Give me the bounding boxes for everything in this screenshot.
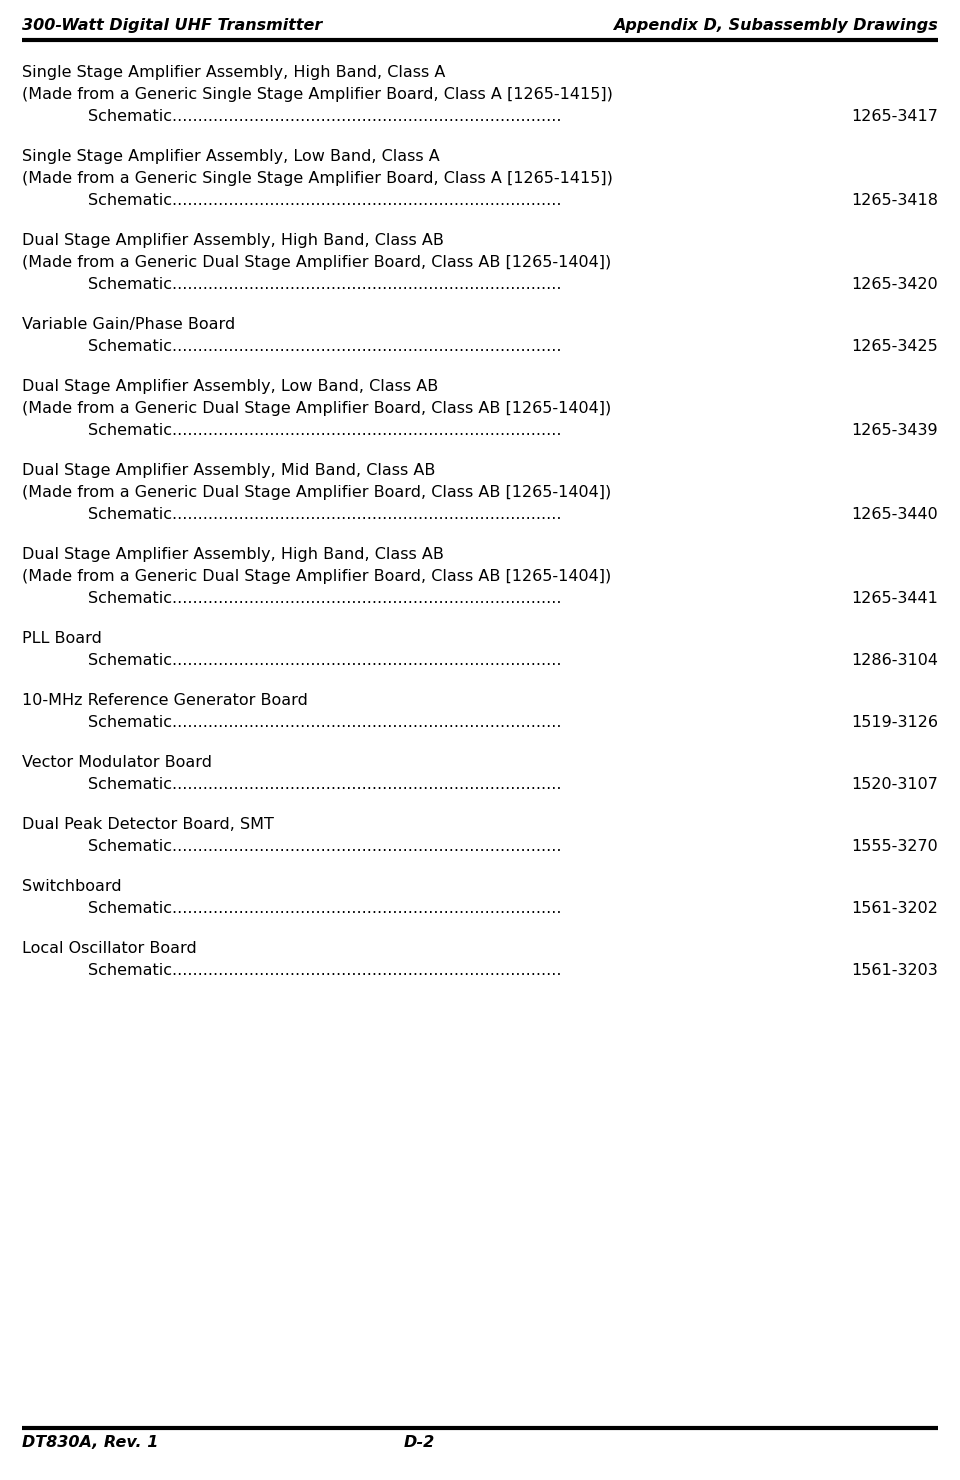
Text: 1555-3270: 1555-3270	[852, 839, 938, 854]
Text: Schematic.......................................................................: Schematic...............................…	[88, 653, 562, 667]
Text: 1265-3417: 1265-3417	[852, 110, 938, 124]
Text: 300-Watt Digital UHF Transmitter: 300-Watt Digital UHF Transmitter	[22, 18, 323, 33]
Text: Schematic.......................................................................: Schematic...............................…	[88, 591, 562, 605]
Text: Local Oscillator Board: Local Oscillator Board	[22, 941, 197, 956]
Text: Vector Modulator Board: Vector Modulator Board	[22, 755, 212, 770]
Text: PLL Board: PLL Board	[22, 630, 102, 645]
Text: Schematic.......................................................................: Schematic...............................…	[88, 110, 562, 124]
Text: Schematic.......................................................................: Schematic...............................…	[88, 423, 562, 438]
Text: 1561-3203: 1561-3203	[852, 963, 938, 978]
Text: 1265-3440: 1265-3440	[852, 508, 938, 522]
Text: (Made from a Generic Dual Stage Amplifier Board, Class AB [1265-1404]): (Made from a Generic Dual Stage Amplifie…	[22, 255, 612, 269]
Text: (Made from a Generic Single Stage Amplifier Board, Class A [1265-1415]): (Made from a Generic Single Stage Amplif…	[22, 172, 612, 186]
Text: 10-MHz Reference Generator Board: 10-MHz Reference Generator Board	[22, 693, 308, 707]
Text: Schematic.......................................................................: Schematic...............................…	[88, 901, 562, 916]
Text: Schematic.......................................................................: Schematic...............................…	[88, 339, 562, 354]
Text: 1265-3425: 1265-3425	[852, 339, 938, 354]
Text: D-2: D-2	[403, 1436, 435, 1450]
Text: DT830A, Rev. 1: DT830A, Rev. 1	[22, 1436, 158, 1450]
Text: 1286-3104: 1286-3104	[851, 653, 938, 667]
Text: 1561-3202: 1561-3202	[852, 901, 938, 916]
Text: Dual Stage Amplifier Assembly, High Band, Class AB: Dual Stage Amplifier Assembly, High Band…	[22, 232, 444, 249]
Text: Schematic.......................................................................: Schematic...............................…	[88, 192, 562, 209]
Text: 1265-3441: 1265-3441	[852, 591, 938, 605]
Text: (Made from a Generic Single Stage Amplifier Board, Class A [1265-1415]): (Made from a Generic Single Stage Amplif…	[22, 87, 612, 102]
Text: Schematic.......................................................................: Schematic...............................…	[88, 839, 562, 854]
Text: Dual Stage Amplifier Assembly, Mid Band, Class AB: Dual Stage Amplifier Assembly, Mid Band,…	[22, 463, 436, 478]
Text: Schematic.......................................................................: Schematic...............................…	[88, 715, 562, 730]
Text: 1265-3418: 1265-3418	[851, 192, 938, 209]
Text: Switchboard: Switchboard	[22, 879, 122, 894]
Text: 1519-3126: 1519-3126	[851, 715, 938, 730]
Text: Appendix D, Subassembly Drawings: Appendix D, Subassembly Drawings	[613, 18, 938, 33]
Text: 1265-3420: 1265-3420	[852, 277, 938, 292]
Text: Schematic.......................................................................: Schematic...............................…	[88, 963, 562, 978]
Text: (Made from a Generic Dual Stage Amplifier Board, Class AB [1265-1404]): (Made from a Generic Dual Stage Amplifie…	[22, 568, 612, 585]
Text: Single Stage Amplifier Assembly, High Band, Class A: Single Stage Amplifier Assembly, High Ba…	[22, 65, 445, 80]
Text: Dual Stage Amplifier Assembly, High Band, Class AB: Dual Stage Amplifier Assembly, High Band…	[22, 548, 444, 562]
Text: (Made from a Generic Dual Stage Amplifier Board, Class AB [1265-1404]): (Made from a Generic Dual Stage Amplifie…	[22, 485, 612, 500]
Text: Schematic.......................................................................: Schematic...............................…	[88, 777, 562, 792]
Text: Dual Peak Detector Board, SMT: Dual Peak Detector Board, SMT	[22, 817, 274, 832]
Text: 1265-3439: 1265-3439	[852, 423, 938, 438]
Text: Variable Gain/Phase Board: Variable Gain/Phase Board	[22, 317, 235, 332]
Text: Schematic.......................................................................: Schematic...............................…	[88, 508, 562, 522]
Text: (Made from a Generic Dual Stage Amplifier Board, Class AB [1265-1404]): (Made from a Generic Dual Stage Amplifie…	[22, 401, 612, 416]
Text: Schematic.......................................................................: Schematic...............................…	[88, 277, 562, 292]
Text: Single Stage Amplifier Assembly, Low Band, Class A: Single Stage Amplifier Assembly, Low Ban…	[22, 149, 440, 164]
Text: 1520-3107: 1520-3107	[852, 777, 938, 792]
Text: Dual Stage Amplifier Assembly, Low Band, Class AB: Dual Stage Amplifier Assembly, Low Band,…	[22, 379, 439, 394]
